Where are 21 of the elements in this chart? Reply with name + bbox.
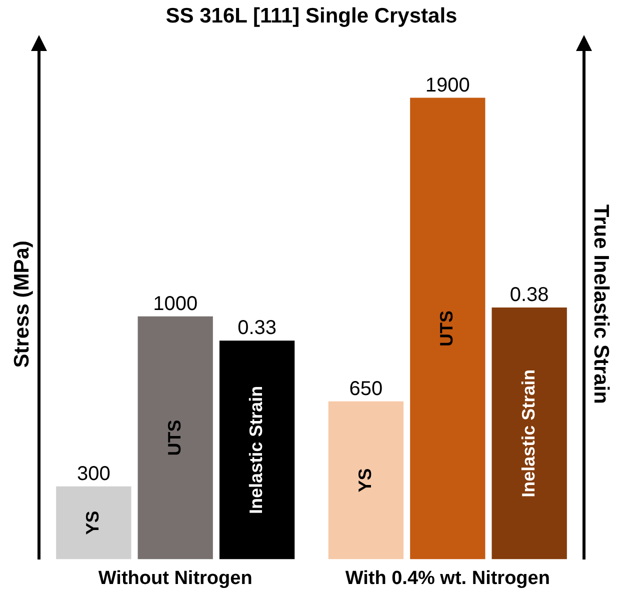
y2-axis-title: True Inelastic Strain	[590, 204, 613, 404]
data-label: 0.38	[510, 284, 549, 306]
y-axis-title: Stress (MPa)	[10, 240, 34, 368]
text: YS	[354, 468, 375, 492]
chart-title: SS 316L [111] Single Crystals	[166, 4, 458, 28]
x-tick-label: Without Nitrogen	[98, 568, 252, 589]
bar	[138, 316, 213, 560]
x-tick-label: With 0.4% wt. Nitrogen	[345, 568, 550, 589]
text: UTS	[436, 310, 457, 346]
bar	[410, 98, 486, 560]
data-label: 650	[349, 378, 383, 400]
bar	[56, 486, 132, 560]
data-label: 1900	[425, 74, 470, 96]
bar	[328, 401, 404, 560]
series-label: UTS	[164, 420, 184, 456]
text: Inelastic Strain	[246, 386, 266, 514]
data-label: 300	[76, 462, 110, 485]
data-label: 1000	[153, 292, 198, 315]
series-label: Inelastic Strain	[518, 369, 538, 498]
data-label: 0.33	[238, 317, 277, 340]
series-label: YS	[82, 510, 103, 535]
